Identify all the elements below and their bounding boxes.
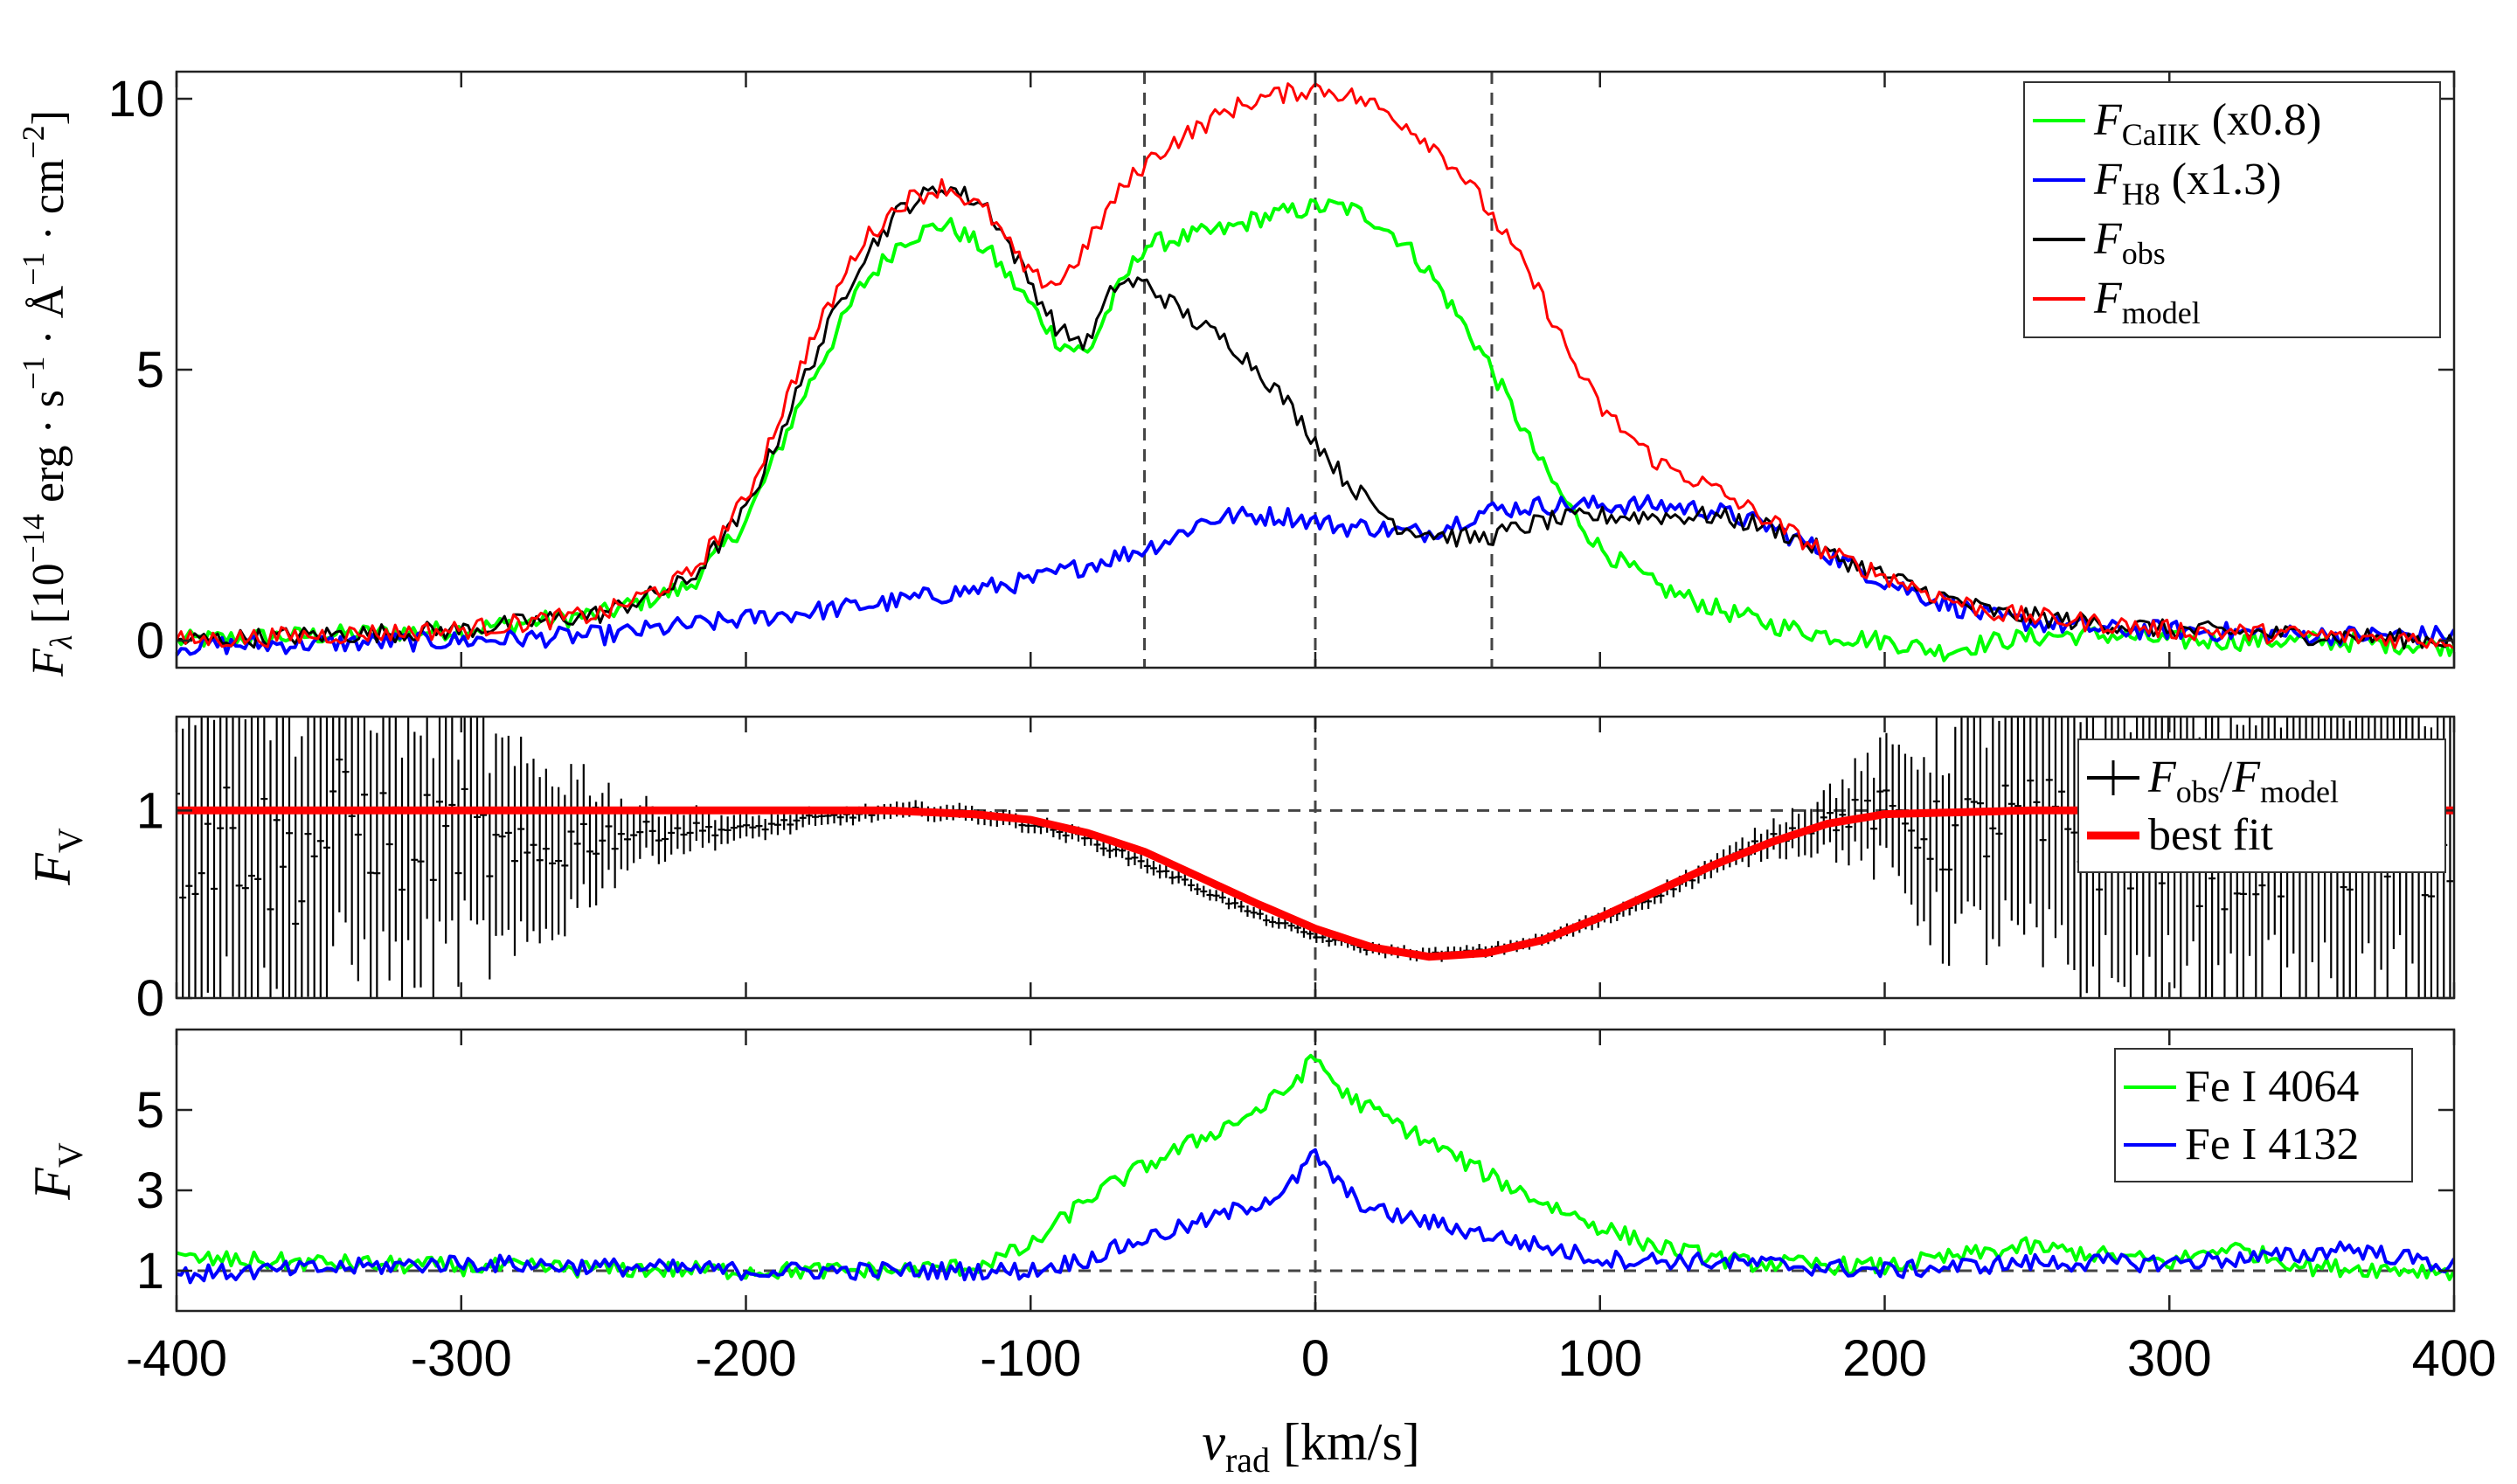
- legend-label: Fobs/Fmodel: [2147, 752, 2339, 809]
- legend-label: FCaIIK (x0.8): [2093, 95, 2321, 152]
- legend-label: Fe I 4064: [2185, 1062, 2359, 1112]
- y-tick-label: 0: [136, 970, 164, 1027]
- top-y-axis-label: Fλ [10−14 erg · s−1 · Å−1 · cm−2]: [16, 110, 79, 677]
- legend-box: [2114, 1048, 2413, 1182]
- bottom-y-axis-label: FV: [24, 1142, 90, 1201]
- y-tick-label: 10: [107, 71, 164, 128]
- series-line-1: [177, 494, 2454, 656]
- y-tick-label: 1: [136, 1243, 164, 1300]
- legend-label: best fit: [2148, 810, 2274, 860]
- y-tick-label: 5: [136, 342, 164, 399]
- middle-y-axis-label: FV: [24, 828, 90, 886]
- x-tick-label: 300: [2127, 1330, 2212, 1387]
- y-tick-label: 1: [136, 782, 164, 839]
- y-tick-label: 0: [136, 613, 164, 669]
- x-tick-label: 200: [1842, 1330, 1927, 1387]
- legend-box: [2077, 739, 2446, 873]
- x-tick-label: 400: [2412, 1330, 2497, 1387]
- y-tick-label: 3: [136, 1162, 164, 1219]
- x-tick-label: 100: [1557, 1330, 1642, 1387]
- legend-label: Fmodel: [2093, 274, 2201, 330]
- x-axis-label: vrad [km/s]: [1202, 1413, 1419, 1480]
- x-label-sub: rad: [1225, 1440, 1270, 1480]
- legend-label: Fobs: [2093, 214, 2166, 271]
- x-tick-label: 0: [1301, 1330, 1329, 1387]
- series-line-2: [177, 185, 2454, 650]
- x-tick-label: -200: [695, 1330, 796, 1387]
- series-line-1: [177, 1148, 2454, 1285]
- x-label-v: v: [1202, 1413, 1225, 1471]
- legend-label: FH8 (x1.3): [2093, 155, 2281, 212]
- x-tick-label: -100: [980, 1330, 1081, 1387]
- legend-label: Fe I 4132: [2185, 1120, 2359, 1169]
- bottom-panel: -400 -300 -200 -100 0 100 200 300 400 1 3 5 Fe I 406…: [126, 1028, 2497, 1387]
- x-tick-label: -300: [411, 1330, 512, 1387]
- bottom-plot-area: [177, 1030, 2454, 1311]
- x-label-unit: [km/s]: [1270, 1413, 1420, 1471]
- series-line-1: [177, 806, 2454, 961]
- y-tick-label: 5: [136, 1082, 164, 1139]
- x-tick-label: -400: [126, 1330, 227, 1387]
- series-line-0: [177, 1053, 2454, 1281]
- middle-plot-area: [177, 717, 2454, 998]
- legend-box: [2023, 81, 2441, 338]
- bottom-legend: Fe I 4064 Fe I 4132: [2114, 1048, 2413, 1182]
